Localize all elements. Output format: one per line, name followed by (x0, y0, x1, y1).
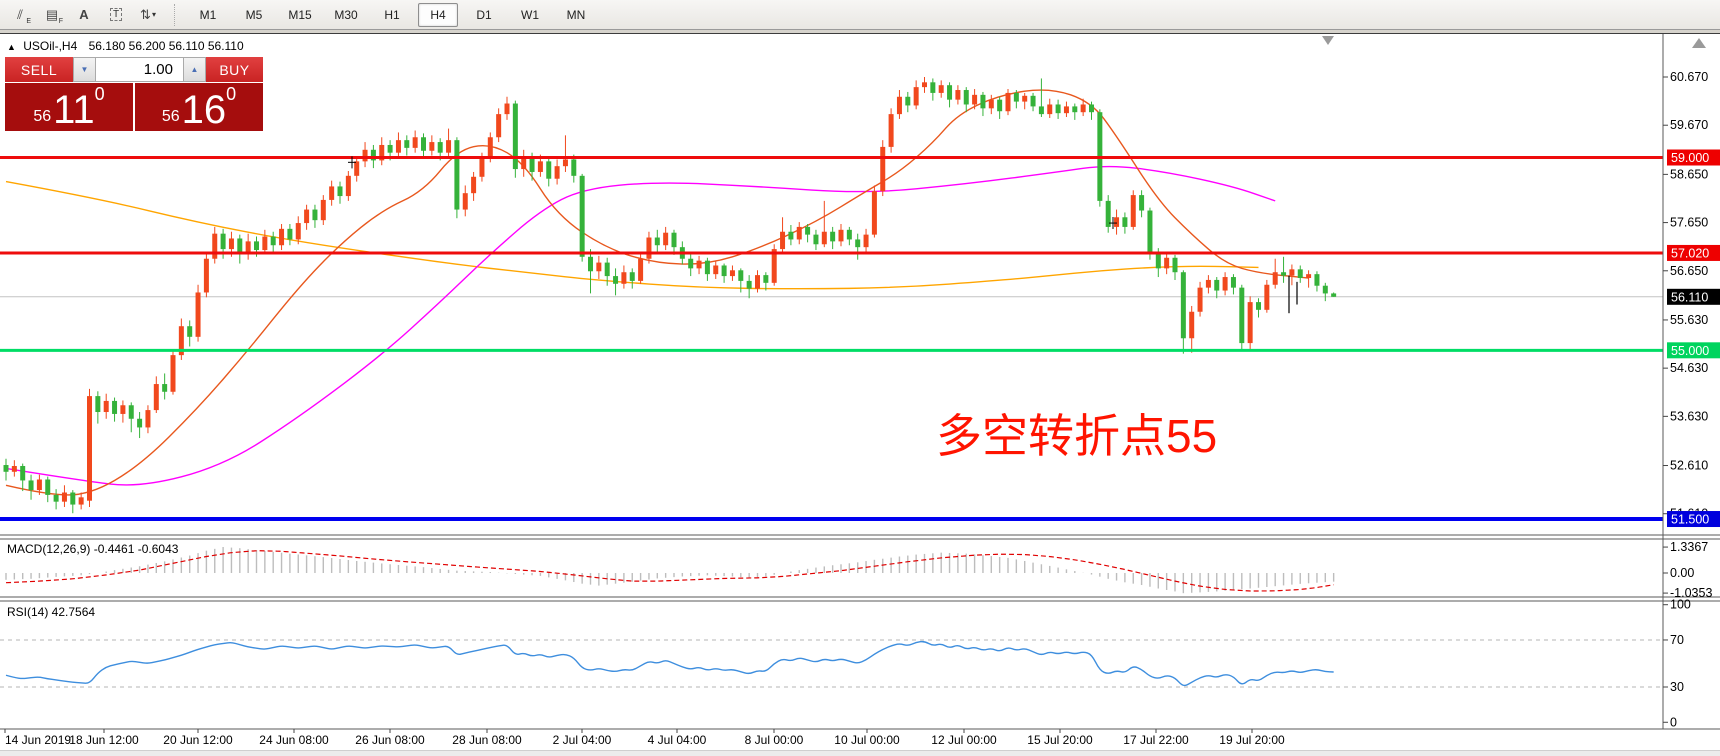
arrow-objects-icon[interactable]: ⇅ ▾ (140, 6, 156, 22)
date-tick-label: 12 Jul 00:00 (931, 733, 997, 747)
timeframe-button-m5[interactable]: M5 (245, 7, 263, 22)
date-tick-label: 15 Jul 20:00 (1027, 733, 1093, 747)
toolbar-shadow (0, 30, 1720, 33)
date-tick-label: 18 Jun 12:00 (69, 733, 139, 747)
buy-button[interactable]: BUY (206, 57, 263, 82)
toolbar-separator (174, 3, 176, 26)
price-level-badge-text: 51.500 (1671, 513, 1709, 527)
price-tick-label: 52.610 (1670, 459, 1708, 473)
candles-layer (3, 77, 1337, 514)
rsi-line (5, 640, 1334, 687)
timeframe-button-m15[interactable]: M15 (288, 7, 312, 22)
date-tick-label: 8 Jul 00:00 (745, 733, 804, 747)
chart-background (0, 34, 1720, 750)
price-tick-label: 53.630 (1670, 409, 1708, 423)
collapse-triangle-icon[interactable]: ▲ (7, 42, 16, 52)
timeframe-button-w1[interactable]: W1 (521, 7, 539, 22)
text-annotation-icon[interactable]: A (79, 7, 89, 22)
price-level-badge (1667, 149, 1720, 166)
price-tick-label: 60.670 (1670, 70, 1708, 84)
window-bottom-edge (0, 750, 1720, 756)
moving-averages (5, 89, 1309, 496)
date-tick-label: 2 Jul 04:00 (553, 733, 612, 747)
channel-glyph: ⫽ (17, 6, 23, 22)
date-tick-label: 24 Jun 08:00 (259, 733, 329, 747)
chart-window-top-border (0, 33, 1720, 34)
buy-price-display[interactable]: 56 16 0 (135, 83, 263, 131)
horizontal-levels (0, 156, 1663, 522)
chevron-down-icon: ▾ (151, 10, 156, 19)
timeframe-button-group: M1 M5 M15 M30 H1 H4 D1 W1 MN (188, 2, 596, 27)
volume-increase-button[interactable]: ▲ (183, 57, 206, 82)
price-level-badge (1667, 342, 1720, 359)
top-toolbar: ⫽ E ▤ F A T ⇅ ▾ M1 M5 M15 M30 H1 H4 D1 W1 MN (0, 0, 1720, 30)
price-tick-label: 55.630 (1670, 313, 1708, 327)
rsi-panel: 100 70 30 0 (0, 598, 1691, 729)
date-tick-label: 10 Jul 00:00 (834, 733, 900, 747)
text-label-icon[interactable]: T (102, 3, 130, 27)
date-tick-label: 20 Jun 12:00 (163, 733, 233, 747)
ma_fast-line (5, 89, 1309, 496)
price-level-badge-text: 56.110 (1671, 290, 1708, 304)
rsi-tick-label: 100 (1670, 598, 1691, 612)
price-tick-label: 58.650 (1670, 167, 1708, 181)
rsi-indicator-label: RSI(14) 42.7564 (7, 605, 96, 619)
ma_slow-line (5, 180, 1259, 290)
macd-tick-label: -1.0353 (1670, 586, 1712, 600)
sell-price-display[interactable]: 56 11 0 (5, 83, 133, 131)
price-tick-label: 59.670 (1670, 118, 1708, 132)
timeframe-button-h4[interactable]: H4 (418, 2, 458, 27)
price-tick-label: 57.650 (1670, 216, 1708, 230)
ma_mid-line (5, 165, 1276, 486)
date-tick-label: 14 Jun 2019 (5, 733, 71, 747)
rsi-tick-label: 0 (1670, 715, 1677, 729)
date-tick-label: 28 Jun 08:00 (452, 733, 522, 747)
price-level-badge (1667, 244, 1720, 261)
price-level-badge-text: 57.020 (1671, 246, 1709, 260)
chart-markers (348, 36, 1706, 314)
rsi-tick-label: 70 (1670, 633, 1684, 647)
panel-frames (0, 34, 1720, 730)
date-tick-label: 19 Jul 20:00 (1219, 733, 1285, 747)
macd-signal-line (5, 550, 1334, 592)
volume-decrease-button[interactable]: ▼ (73, 57, 96, 82)
timeframe-button-mn[interactable]: MN (566, 7, 586, 22)
price-level-badge-text: 55.000 (1671, 344, 1709, 358)
symbol-info-bar[interactable]: ▲ USOil-,H4 56.180 56.200 56.110 56.110 (7, 39, 244, 53)
symbol-name: USOil-,H4 (23, 39, 78, 53)
price-level-badge (1667, 288, 1720, 305)
timeframe-button-d1[interactable]: D1 (476, 7, 492, 22)
chart-text-annotation[interactable]: 多空转折点55 (936, 410, 1218, 462)
price-level-badge (1667, 511, 1720, 528)
date-tick-label: 26 Jun 08:00 (355, 733, 425, 747)
ohlc-values: 56.180 56.200 56.110 56.110 (88, 39, 244, 53)
macd-panel: 1.3367 0.00 -1.0353 (5, 540, 1712, 600)
timeframe-button-m1[interactable]: M1 (199, 7, 217, 22)
one-click-trade-widget: SELL ▼ ▲ BUY 56 11 0 56 16 0 (5, 57, 263, 131)
price-tick-label: 54.630 (1670, 361, 1708, 375)
date-tick-label: 4 Jul 04:00 (648, 733, 707, 747)
price-tick-label: 56.650 (1670, 264, 1708, 278)
rsi-tick-label: 30 (1670, 680, 1684, 694)
macd-tick-label: 1.3367 (1670, 540, 1708, 554)
date-tick-label: 17 Jul 22:00 (1123, 733, 1189, 747)
timeframe-button-m30[interactable]: M30 (334, 7, 358, 22)
volume-input[interactable] (96, 57, 183, 82)
price-axis: 60.670 59.670 58.650 57.650 56.650 55.630 54.6… (1663, 70, 1720, 528)
equidistant-channel-icon[interactable]: ⫽ E (17, 6, 31, 25)
fibo-glyph: ▤ (45, 6, 59, 22)
timeframe-button-h1[interactable]: H1 (384, 7, 400, 22)
macd-indicator-label: MACD(12,26,9) -0.4461 -0.6043 (7, 542, 179, 556)
sell-button[interactable]: SELL (5, 57, 73, 82)
macd-tick-label: 0.00 (1670, 566, 1694, 580)
fibonacci-retracement-icon[interactable]: ▤ F (45, 6, 63, 25)
price-level-badge-text: 59.000 (1671, 151, 1709, 165)
